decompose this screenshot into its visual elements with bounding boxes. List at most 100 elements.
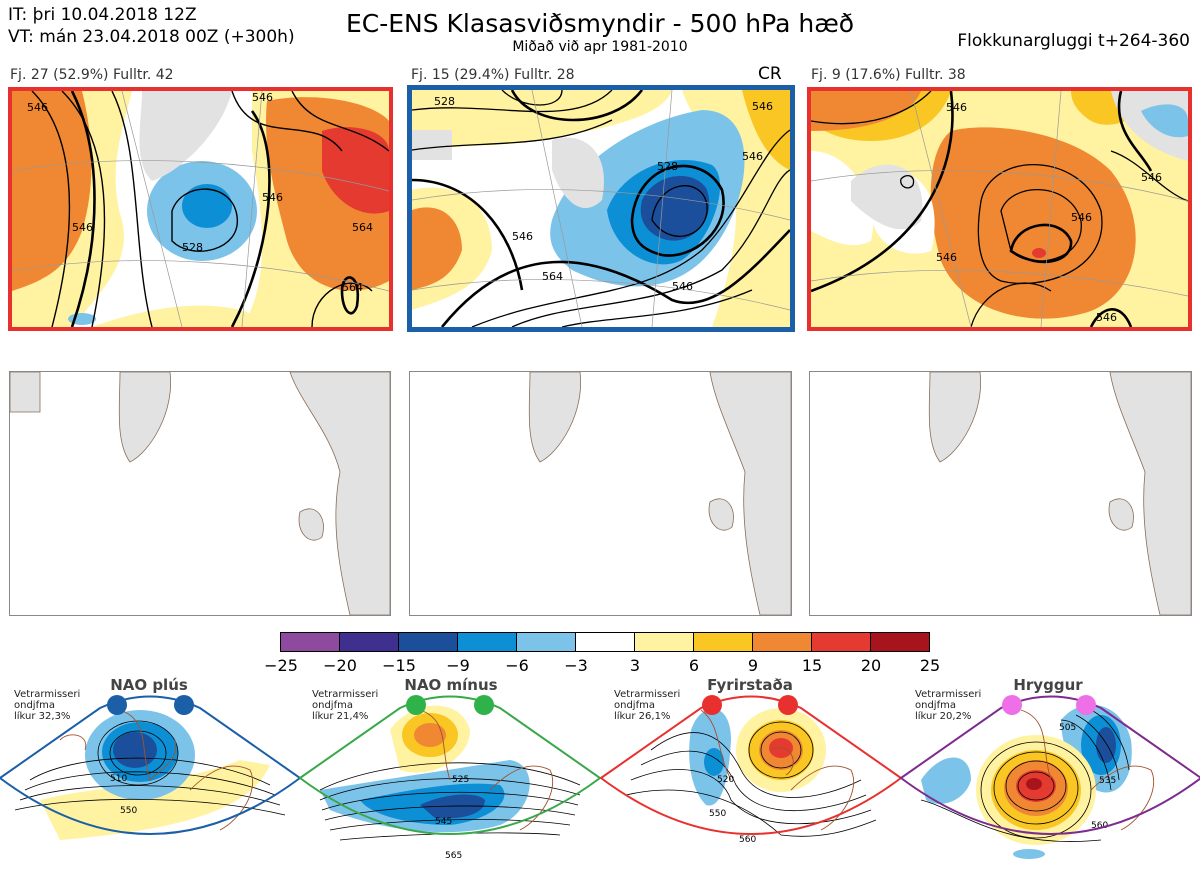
regime-text-4: Vetrarmisseri ondjfma líkur 20,2%: [915, 689, 981, 722]
svg-text:525: 525: [452, 775, 469, 785]
svg-text:520: 520: [717, 775, 734, 785]
colorbar-cell: [693, 632, 753, 652]
regime-map-nao-minus: 525 545 565: [298, 695, 602, 861]
svg-text:546: 546: [252, 91, 273, 104]
regime-text-2: Vetrarmisseri ondjfma líkur 21,4%: [312, 689, 378, 722]
regime-dot-blocking-2: [778, 695, 798, 715]
colorbar-cell: [575, 632, 635, 652]
colorbar-tick-label: −6: [505, 656, 529, 675]
regime-text-line: Vetrarmisseri: [14, 689, 81, 700]
svg-text:545: 545: [435, 817, 452, 827]
cluster-map-1[interactable]: 546 546 528 546 564 546 564: [8, 87, 393, 331]
svg-text:546: 546: [72, 221, 93, 234]
panel-label-3: Fj. 9 (17.6%) Fulltr. 38: [811, 67, 966, 83]
colorbar-tick-label: −25: [264, 656, 298, 675]
svg-text:564: 564: [542, 270, 563, 283]
regime-dot-nao-minus-2: [474, 695, 494, 715]
cluster-map-2[interactable]: 528 546 546 528 546 564 546: [407, 85, 795, 332]
classification-window: Flokkunargluggi t+264-360: [957, 31, 1190, 51]
colorbar-tick-label: 3: [629, 656, 641, 675]
colorbar-tick-label: −3: [564, 656, 588, 675]
svg-text:546: 546: [27, 101, 48, 114]
colorbar-cell: [811, 632, 871, 652]
regime-map-ridge: 505 535 560: [899, 695, 1200, 859]
regime-text-line: ondjfma: [614, 700, 655, 711]
regime-text-line: Vetrarmisseri: [614, 689, 681, 700]
panel-label-2: Fj. 15 (29.4%) Fulltr. 28: [411, 67, 575, 83]
regime-text-3: Vetrarmisseri ondjfma líkur 26,1%: [614, 689, 680, 722]
svg-text:546: 546: [1071, 211, 1092, 224]
panel-label-1: Fj. 27 (52.9%) Fulltr. 42: [10, 67, 174, 83]
regime-text-line: líkur 20,2%: [915, 711, 972, 722]
svg-text:550: 550: [709, 809, 726, 819]
colorbar-cell: [398, 632, 458, 652]
regime-text-line: Vetrarmisseri: [312, 689, 379, 700]
page-subtitle: Miðað við apr 1981-2010: [512, 39, 688, 55]
colorbar-tick-label: 9: [747, 656, 759, 675]
header-info: IT: þri 10.04.2018 12Z VT: mán 23.04.201…: [8, 4, 295, 48]
regime-text-line: ondjfma: [14, 700, 55, 711]
colorbar-cell: [280, 632, 340, 652]
svg-text:510: 510: [110, 774, 127, 784]
colorbar-tick-label: 25: [919, 656, 941, 675]
colorbar-cell: [870, 632, 930, 652]
regime-title-nao-plus: NAO plús: [110, 676, 188, 694]
svg-text:546: 546: [262, 191, 283, 204]
svg-text:564: 564: [352, 221, 373, 234]
svg-text:564: 564: [342, 281, 363, 294]
svg-text:546: 546: [1141, 171, 1162, 184]
base-map-2: [409, 371, 792, 616]
regime-title-ridge: Hryggur: [1013, 676, 1083, 694]
regime-dot-nao-plus-2: [174, 695, 194, 715]
svg-text:550: 550: [120, 806, 137, 816]
svg-text:546: 546: [672, 280, 693, 293]
svg-text:565: 565: [445, 851, 462, 861]
svg-text:546: 546: [936, 251, 957, 264]
colorbar: [280, 632, 930, 652]
svg-text:528: 528: [657, 160, 678, 173]
svg-text:546: 546: [752, 100, 773, 113]
regime-map-blocking: 520 550 560: [599, 695, 903, 845]
regime-dot-ridge-1: [1002, 695, 1022, 715]
colorbar-tick-label: −20: [323, 656, 357, 675]
regime-text-line: ondjfma: [915, 700, 956, 711]
regime-dot-nao-plus-1: [107, 695, 127, 715]
base-map-1: [9, 371, 391, 616]
regime-dot-blocking-1: [702, 695, 722, 715]
svg-text:528: 528: [182, 241, 203, 254]
page-title: EC-ENS Klasasviðsmyndir - 500 hPa hæð: [345, 9, 855, 38]
svg-text:535: 535: [1099, 776, 1116, 786]
colorbar-tick-label: 6: [688, 656, 700, 675]
regime-text-line: Vetrarmisseri: [915, 689, 982, 700]
svg-text:560: 560: [1091, 821, 1108, 831]
regime-text-line: líkur 26,1%: [614, 711, 671, 722]
colorbar-tick-label: −9: [446, 656, 470, 675]
regime-text-1: Vetrarmisseri ondjfma líkur 32,3%: [14, 689, 80, 722]
colorbar-cell: [516, 632, 576, 652]
colorbar-tick-label: −15: [382, 656, 416, 675]
colorbar-tick-label: 20: [860, 656, 882, 675]
colorbar-cell: [752, 632, 812, 652]
svg-text:546: 546: [512, 230, 533, 243]
regime-maps: 510 550 525 545 565: [0, 695, 1200, 861]
regime-text-line: ondjfma: [312, 700, 353, 711]
svg-text:505: 505: [1059, 723, 1076, 733]
svg-text:546: 546: [946, 101, 967, 114]
regime-dot-nao-minus-1: [406, 695, 426, 715]
base-map-3: [809, 371, 1192, 616]
cr-label: CR: [758, 64, 782, 84]
init-time: IT: þri 10.04.2018 12Z: [8, 5, 197, 25]
regime-title-nao-minus: NAO mínus: [404, 676, 498, 694]
colorbar-tick-label: 15: [801, 656, 823, 675]
regime-text-line: líkur 32,3%: [14, 711, 71, 722]
svg-text:560: 560: [739, 835, 756, 845]
valid-time: VT: mán 23.04.2018 00Z (+300h): [8, 27, 295, 47]
colorbar-cell: [457, 632, 517, 652]
regime-map-nao-plus: 510 550: [0, 695, 302, 840]
colorbar-cell: [634, 632, 694, 652]
svg-text:546: 546: [742, 150, 763, 163]
regime-text-line: líkur 21,4%: [312, 711, 369, 722]
svg-text:546: 546: [1096, 311, 1117, 324]
regime-dot-ridge-2: [1076, 695, 1096, 715]
cluster-map-3[interactable]: 546 546 546 546 546: [807, 87, 1192, 331]
